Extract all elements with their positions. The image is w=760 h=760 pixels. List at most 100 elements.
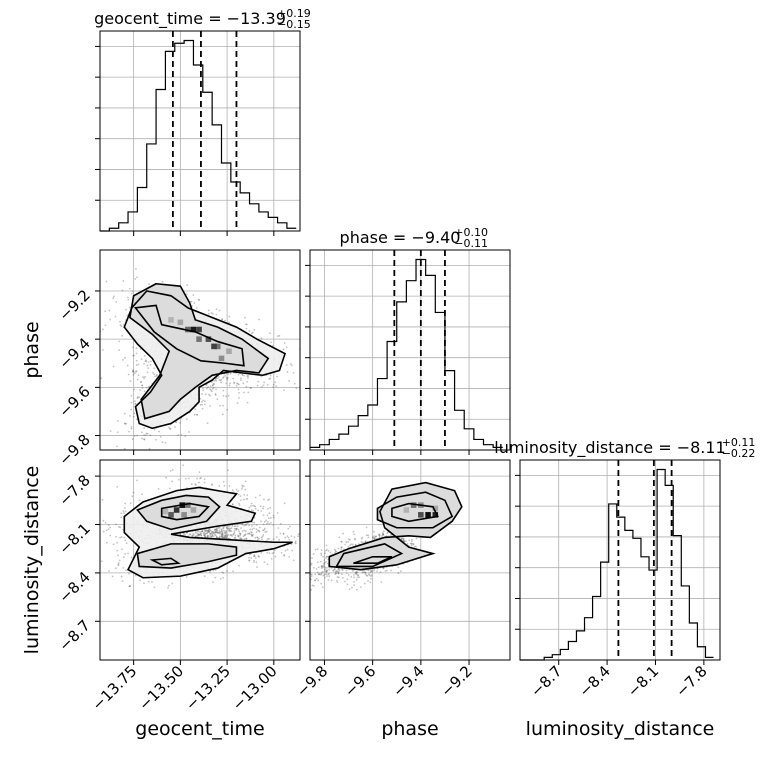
scatter-point xyxy=(337,576,340,579)
scatter-point xyxy=(402,537,405,540)
density-cell xyxy=(168,317,174,323)
scatter-point xyxy=(222,536,224,539)
scatter-point xyxy=(290,535,293,538)
scatter-point xyxy=(119,324,122,326)
scatter-point xyxy=(158,430,161,433)
scatter-point xyxy=(373,535,375,538)
scatter-point xyxy=(225,530,228,532)
scatter-point xyxy=(145,360,148,363)
scatter-point xyxy=(167,586,169,589)
scatter-point xyxy=(207,309,210,312)
scatter-point xyxy=(211,534,214,537)
scatter-point xyxy=(250,534,253,537)
scatter-point xyxy=(131,290,134,293)
scatter-point xyxy=(126,314,129,317)
scatter-point xyxy=(307,570,309,572)
density-fill-1 xyxy=(129,283,269,419)
scatter-point xyxy=(212,569,215,572)
scatter-point xyxy=(224,534,226,537)
title-main: luminosity_distance = −8.11 xyxy=(494,438,725,458)
scatter-point xyxy=(253,561,255,564)
scatter-point xyxy=(212,535,215,538)
scatter-point xyxy=(222,576,225,579)
scatter-point xyxy=(213,532,215,535)
scatter-point xyxy=(225,395,228,398)
scatter-point xyxy=(209,388,212,391)
scatter-point xyxy=(121,334,124,337)
scatter-point xyxy=(238,504,241,507)
scatter-point xyxy=(192,294,195,296)
scatter-point xyxy=(194,408,197,411)
contour-4 xyxy=(123,486,293,579)
scatter-point xyxy=(136,276,138,279)
scatter-point xyxy=(208,530,211,533)
scatter-point xyxy=(311,584,314,587)
scatter-point xyxy=(313,368,315,370)
scatter-point xyxy=(143,438,146,441)
scatter-point xyxy=(179,422,182,424)
scatter-point xyxy=(243,533,246,536)
scatter-point xyxy=(352,530,355,533)
scatter-point xyxy=(244,316,246,319)
scatter-point xyxy=(191,534,194,537)
scatter-point xyxy=(117,562,120,564)
scatter-point xyxy=(262,384,265,387)
scatter-point xyxy=(390,569,392,572)
scatter-point xyxy=(118,340,121,343)
scatter-point xyxy=(214,529,216,532)
scatter-point xyxy=(333,568,336,571)
scatter-point xyxy=(335,579,338,582)
scatter-point xyxy=(218,529,221,532)
scatter-point xyxy=(212,386,215,389)
scatter-point xyxy=(389,534,392,536)
density-cell xyxy=(177,319,184,326)
scatter-point xyxy=(366,574,369,577)
scatter-point xyxy=(324,570,327,573)
scatter-point xyxy=(346,578,349,581)
scatter-point xyxy=(411,540,413,543)
scatter-point xyxy=(218,309,221,312)
scatter-point xyxy=(363,571,366,574)
scatter-point xyxy=(227,525,230,528)
scatter-point xyxy=(242,498,245,501)
scatter-point xyxy=(311,371,313,373)
scatter-point xyxy=(124,552,127,555)
scatter-point xyxy=(233,530,236,533)
scatter-point xyxy=(382,567,385,570)
scatter-point xyxy=(337,568,340,571)
scatter-point xyxy=(336,570,339,573)
scatter-point xyxy=(335,570,338,572)
scatter-point xyxy=(196,477,198,480)
scatter-point xyxy=(198,471,201,474)
contour-1 xyxy=(136,494,221,531)
scatter-point xyxy=(168,426,170,429)
scatter-point xyxy=(342,577,344,579)
scatter-point xyxy=(222,533,224,535)
scatter-point xyxy=(235,384,238,387)
scatter-point xyxy=(268,378,271,380)
scatter-point xyxy=(234,536,237,539)
scatter-point xyxy=(279,532,282,535)
scatter-point xyxy=(350,543,353,546)
scatter-point xyxy=(212,312,214,315)
scatter-point xyxy=(256,536,259,539)
scatter-point xyxy=(330,579,333,582)
scatter-point xyxy=(257,509,260,512)
scatter-point xyxy=(243,529,246,532)
scatter-point xyxy=(119,526,122,529)
scatter-point xyxy=(248,506,251,509)
scatter-point xyxy=(226,570,228,572)
scatter-point xyxy=(349,544,352,547)
scatter-point xyxy=(227,394,230,397)
scatter-point xyxy=(192,533,195,536)
scatter-point xyxy=(214,531,217,534)
scatter-point xyxy=(348,588,351,591)
scatter-point xyxy=(206,530,209,532)
scatter-point xyxy=(353,573,355,576)
scatter-point xyxy=(250,509,253,512)
scatter-point xyxy=(354,537,356,540)
scatter-point xyxy=(124,539,127,542)
scatter-point xyxy=(116,445,118,448)
scatter-point xyxy=(136,397,139,399)
scatter-point xyxy=(143,377,146,380)
